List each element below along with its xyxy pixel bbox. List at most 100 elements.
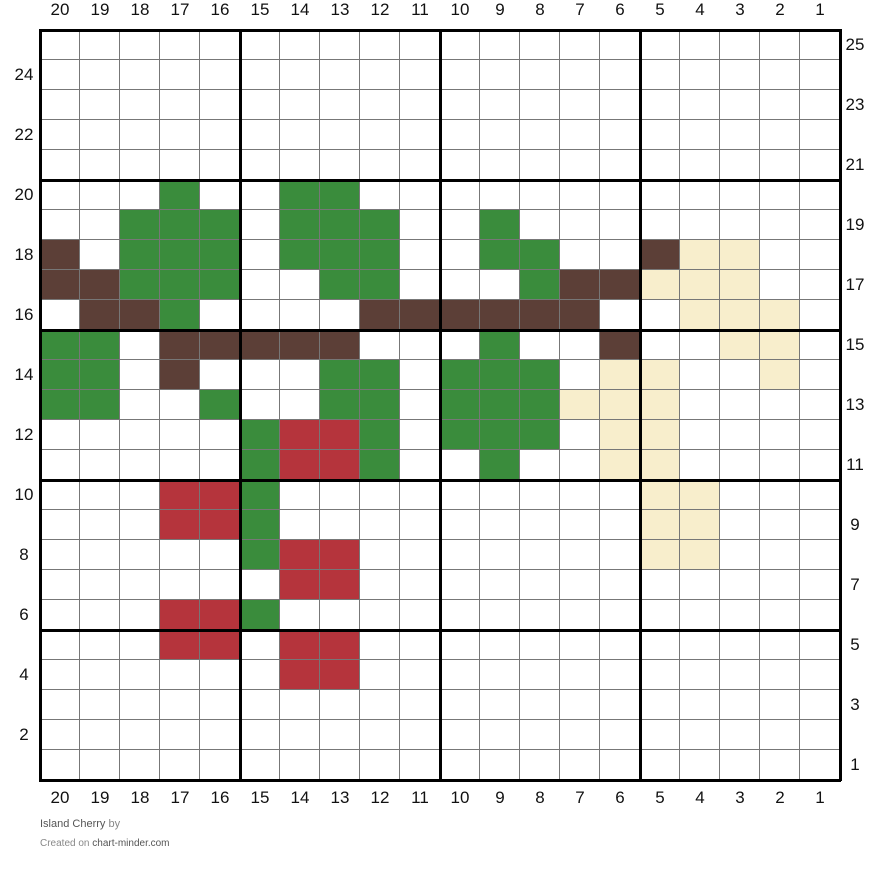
- stitch-cell: [800, 630, 840, 660]
- column-label: 9: [495, 788, 505, 807]
- stitch-cell: [280, 270, 320, 300]
- stitch-cell: [800, 390, 840, 420]
- stitch-cell-green: [200, 240, 240, 270]
- stitch-cell: [400, 180, 440, 210]
- stitch-cell: [280, 690, 320, 720]
- stitch-cell: [600, 750, 640, 780]
- stitch-cell: [40, 300, 80, 330]
- stitch-cell: [560, 240, 600, 270]
- stitch-cell: [280, 720, 320, 750]
- stitch-cell: [400, 240, 440, 270]
- stitch-cell: [440, 600, 480, 630]
- stitch-cell: [480, 60, 520, 90]
- stitch-cell-green: [360, 210, 400, 240]
- stitch-cell-brown: [440, 300, 480, 330]
- stitch-cell: [760, 150, 800, 180]
- stitch-cell: [560, 210, 600, 240]
- column-label: 13: [330, 788, 350, 807]
- stitch-cell: [40, 660, 80, 690]
- chart-title-line: Island Cherry by: [40, 818, 120, 830]
- major-gridline-horizontal: [39, 629, 841, 632]
- column-label: 14: [290, 788, 310, 807]
- stitch-cell: [120, 180, 160, 210]
- stitch-cell: [800, 510, 840, 540]
- stitch-cell: [320, 720, 360, 750]
- stitch-cell: [400, 570, 440, 600]
- stitch-cell-green: [360, 360, 400, 390]
- stitch-cell: [640, 600, 680, 630]
- stitch-cell: [440, 240, 480, 270]
- stitch-cell-brown: [640, 240, 680, 270]
- stitch-cell: [520, 330, 560, 360]
- stitch-cell-green: [80, 390, 120, 420]
- stitch-cell: [480, 600, 520, 630]
- stitch-cell: [200, 300, 240, 330]
- stitch-cell-red: [160, 480, 200, 510]
- column-label: 10: [450, 0, 470, 19]
- stitch-cell: [760, 600, 800, 630]
- stitch-cell: [600, 630, 640, 660]
- column-label: 6: [615, 0, 625, 19]
- stitch-cell: [480, 150, 520, 180]
- stitch-cell: [280, 120, 320, 150]
- stitch-cell-green: [40, 360, 80, 390]
- stitch-cell: [400, 420, 440, 450]
- stitch-cell: [400, 390, 440, 420]
- stitch-cell: [240, 270, 280, 300]
- stitch-cell: [640, 150, 680, 180]
- stitch-cell: [680, 630, 720, 660]
- stitch-cell: [800, 750, 840, 780]
- stitch-cell-green: [480, 450, 520, 480]
- stitch-cell: [120, 360, 160, 390]
- stitch-cell: [680, 600, 720, 630]
- stitch-cell: [160, 150, 200, 180]
- stitch-cell-green: [480, 240, 520, 270]
- stitch-cell: [640, 660, 680, 690]
- row-label: 18: [14, 245, 34, 264]
- stitch-cell: [440, 720, 480, 750]
- stitch-cell-green: [360, 390, 400, 420]
- stitch-cell: [120, 630, 160, 660]
- stitch-cell-red: [280, 570, 320, 600]
- stitch-cell: [40, 750, 80, 780]
- stitch-cell: [200, 660, 240, 690]
- stitch-cell: [720, 540, 760, 570]
- stitch-cell: [320, 690, 360, 720]
- column-label: 20: [50, 788, 70, 807]
- stitch-cell: [640, 30, 680, 60]
- stitch-cell-cream: [640, 420, 680, 450]
- stitch-cell: [400, 150, 440, 180]
- stitch-cell-green: [360, 270, 400, 300]
- stitch-cell: [680, 180, 720, 210]
- stitch-cell: [400, 480, 440, 510]
- stitch-cell: [560, 420, 600, 450]
- stitch-cell-brown: [80, 300, 120, 330]
- stitch-cell-red: [280, 540, 320, 570]
- row-label: 22: [14, 125, 34, 144]
- stitch-cell: [520, 630, 560, 660]
- column-label: 7: [575, 0, 585, 19]
- stitch-cell-cream: [680, 510, 720, 540]
- stitch-cell: [760, 180, 800, 210]
- stitch-cell: [560, 690, 600, 720]
- stitch-cell-brown: [600, 330, 640, 360]
- stitch-cell-cream: [640, 540, 680, 570]
- stitch-cell: [160, 720, 200, 750]
- major-gridline-horizontal: [39, 29, 841, 32]
- stitch-cell: [240, 390, 280, 420]
- column-label: 12: [370, 0, 390, 19]
- stitch-cell: [760, 540, 800, 570]
- stitch-cell: [560, 180, 600, 210]
- stitch-cell-red: [160, 630, 200, 660]
- stitch-cell-green: [480, 330, 520, 360]
- stitch-cell: [360, 690, 400, 720]
- stitch-cell: [560, 720, 600, 750]
- stitch-cell: [800, 150, 840, 180]
- stitch-cell: [720, 360, 760, 390]
- stitch-cell: [800, 720, 840, 750]
- site-link[interactable]: chart-minder.com: [92, 838, 170, 849]
- stitch-cell-cream: [600, 420, 640, 450]
- stitch-cell: [200, 690, 240, 720]
- stitch-cell: [240, 150, 280, 180]
- stitch-cell: [240, 630, 280, 660]
